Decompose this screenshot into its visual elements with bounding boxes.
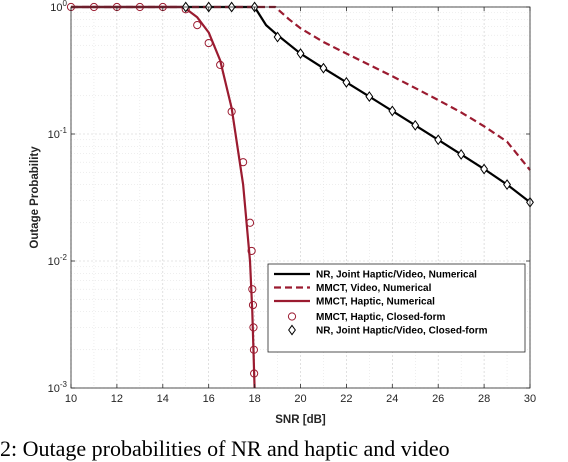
data-point-circle (247, 246, 256, 256)
x-tick-label: 30 (524, 393, 536, 405)
legend: NR, Joint Haptic/Video, Numerical MMCT, V… (267, 263, 526, 353)
outage-probability-chart: 10 12 14 16 18 20 22 24 26 28 30 100 10-1 10-2 10-3 SN… (29, 0, 537, 426)
data-point-circle (245, 218, 255, 227)
data-point-diamond (296, 48, 305, 60)
minor-grid (71, 7, 530, 388)
data-point-circle (287, 312, 297, 321)
data-point-diamond (503, 179, 511, 190)
data-point-diamond (457, 149, 466, 160)
x-tick-label: 10 (65, 393, 77, 405)
y-tick-label: 10-1 (48, 126, 68, 141)
series-line (71, 5, 531, 204)
x-tick-label: 24 (386, 393, 398, 405)
data-point-circle (249, 323, 258, 332)
data-point-diamond (365, 91, 374, 103)
legend-label: MMCT, Haptic, Closed-form (316, 312, 446, 323)
data-point-diamond (342, 76, 351, 88)
y-tick-label: 10-2 (48, 253, 68, 268)
x-tick-label: 26 (432, 393, 444, 405)
y-tick-label: 100 (50, 0, 67, 14)
axis-ticks: 10 12 14 16 18 20 22 24 26 28 30 100 10-1 10-2 10-3 (48, 0, 537, 405)
data-point-circle (216, 60, 225, 70)
x-tick-label: 12 (111, 393, 123, 405)
x-tick-label: 18 (248, 393, 260, 405)
data-point-diamond (288, 324, 296, 336)
data-point-diamond (434, 134, 443, 146)
data-point-diamond (411, 119, 420, 131)
legend-label: NR, Joint Haptic/Video, Closed-form (316, 326, 488, 337)
data-point-circle (248, 300, 258, 310)
x-tick-label: 16 (203, 393, 215, 405)
x-tick-label: 20 (294, 393, 306, 405)
figure-caption: 2: Outage probabilities of NR and haptic… (0, 436, 450, 461)
legend-label: MMCT, Haptic, Numerical (316, 297, 435, 308)
data-point-diamond (273, 31, 282, 43)
series-line (71, 5, 531, 171)
x-tick-label: 14 (157, 393, 169, 405)
data-point-circle (249, 345, 259, 354)
legend-label: MMCT, Video, Numerical (316, 283, 432, 294)
legend-box (267, 263, 526, 353)
data-point-circle (239, 158, 248, 167)
legend-label: NR, Joint Haptic/Video, Numerical (316, 270, 477, 281)
x-tick-label: 28 (478, 393, 490, 405)
x-tick-label: 22 (340, 393, 352, 405)
y-axis-title: Outage Probability (29, 146, 41, 249)
data-point-circle (193, 21, 202, 30)
data-point-diamond (319, 62, 328, 74)
data-point-circle (250, 369, 259, 378)
data-point-diamond (388, 105, 397, 117)
data-point-diamond (480, 163, 489, 175)
data-point-circle (248, 285, 257, 294)
data-point-circle (227, 107, 236, 116)
series-layer (66, 1, 534, 389)
x-axis-title: SNR [dB] (275, 414, 326, 426)
data-point-circle (204, 38, 213, 48)
y-tick-label: 10-3 (48, 380, 68, 395)
